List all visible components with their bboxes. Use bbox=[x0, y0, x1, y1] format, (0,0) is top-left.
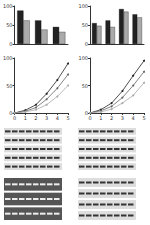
svg-text:0: 0 bbox=[88, 115, 91, 121]
svg-text:3: 3 bbox=[45, 115, 48, 121]
svg-text:2: 2 bbox=[110, 115, 113, 121]
svg-text:100: 100 bbox=[3, 3, 13, 9]
svg-text:0: 0 bbox=[84, 110, 88, 116]
svg-text:100: 100 bbox=[78, 55, 88, 61]
svg-text:2: 2 bbox=[34, 115, 37, 121]
svg-text:4: 4 bbox=[56, 115, 59, 121]
svg-text:50: 50 bbox=[6, 83, 12, 89]
svg-text:50: 50 bbox=[82, 22, 88, 28]
svg-text:0: 0 bbox=[9, 110, 13, 116]
svg-text:0: 0 bbox=[85, 41, 88, 47]
svg-text:4: 4 bbox=[132, 115, 135, 121]
svg-text:5: 5 bbox=[66, 115, 69, 121]
svg-text:0: 0 bbox=[9, 41, 12, 47]
svg-text:0: 0 bbox=[13, 115, 16, 121]
svg-text:5: 5 bbox=[142, 115, 145, 121]
svg-text:100: 100 bbox=[3, 55, 13, 61]
svg-text:3: 3 bbox=[121, 115, 124, 121]
svg-text:100: 100 bbox=[78, 3, 88, 9]
svg-text:1: 1 bbox=[24, 115, 27, 121]
svg-text:50: 50 bbox=[82, 83, 88, 89]
svg-text:1: 1 bbox=[99, 115, 102, 121]
svg-text:50: 50 bbox=[6, 22, 12, 28]
